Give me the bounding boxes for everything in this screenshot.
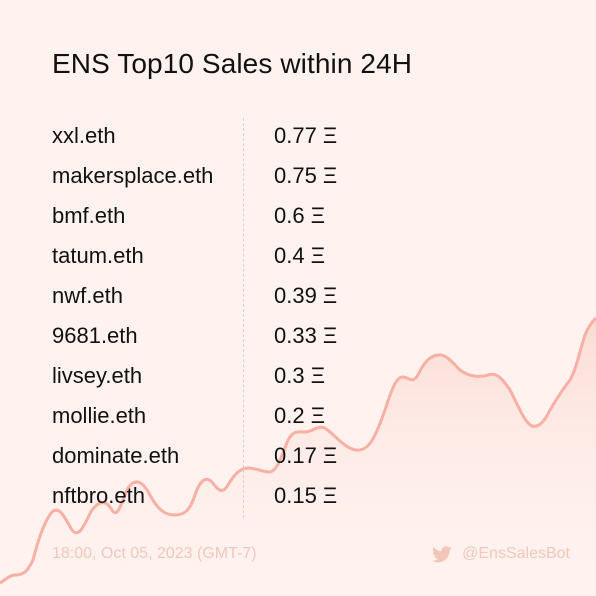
bot-attribution: @EnsSalesBot: [432, 545, 570, 563]
sale-price: 0.77 Ξ: [274, 123, 338, 148]
sale-price: 0.75 Ξ: [274, 163, 338, 188]
page-title: ENS Top10 Sales within 24H: [52, 48, 413, 79]
domain-name: mollie.eth: [52, 403, 147, 428]
column-divider: [243, 118, 244, 518]
list-item: bmf.eth 0.6 Ξ: [52, 196, 372, 236]
list-item: dominate.eth 0.17 Ξ: [52, 436, 372, 476]
domain-name: 9681.eth: [52, 323, 138, 348]
wave-area: [0, 318, 596, 596]
domain-name: makersplace.eth: [52, 163, 214, 188]
domain-name: tatum.eth: [52, 243, 144, 268]
domain-name: xxl.eth: [52, 123, 116, 148]
sale-price: 0.33 Ξ: [274, 323, 338, 348]
sale-price: 0.4 Ξ: [274, 243, 325, 268]
domain-name: nftbro.eth: [52, 483, 145, 508]
list-item: xxl.eth 0.77 Ξ: [52, 116, 372, 156]
list-item: tatum.eth 0.4 Ξ: [52, 236, 372, 276]
sale-price: 0.39 Ξ: [274, 283, 338, 308]
list-item: 9681.eth 0.33 Ξ: [52, 316, 372, 356]
sale-price: 0.6 Ξ: [274, 203, 325, 228]
domain-name: dominate.eth: [52, 443, 180, 468]
twitter-icon: [432, 545, 452, 562]
list-item: nftbro.eth 0.15 Ξ: [52, 476, 372, 516]
list-item: mollie.eth 0.2 Ξ: [52, 396, 372, 436]
domain-name: bmf.eth: [52, 203, 126, 228]
list-item: nwf.eth 0.39 Ξ: [52, 276, 372, 316]
bot-handle: @EnsSalesBot: [462, 545, 570, 562]
sale-price: 0.2 Ξ: [274, 403, 325, 428]
domain-name: livsey.eth: [52, 363, 143, 388]
sale-price: 0.3 Ξ: [274, 363, 325, 388]
list-item: makersplace.eth 0.75 Ξ: [52, 156, 372, 196]
wave-line: [0, 316, 596, 585]
sale-price: 0.15 Ξ: [274, 483, 338, 508]
timestamp: 18:00, Oct 05, 2023 (GMT-7): [52, 545, 257, 562]
domain-name: nwf.eth: [52, 283, 123, 308]
sale-price: 0.17 Ξ: [274, 443, 338, 468]
sales-list: xxl.eth 0.77 Ξ makersplace.eth 0.75 Ξ bm…: [52, 116, 372, 516]
list-item: livsey.eth 0.3 Ξ: [52, 356, 372, 396]
